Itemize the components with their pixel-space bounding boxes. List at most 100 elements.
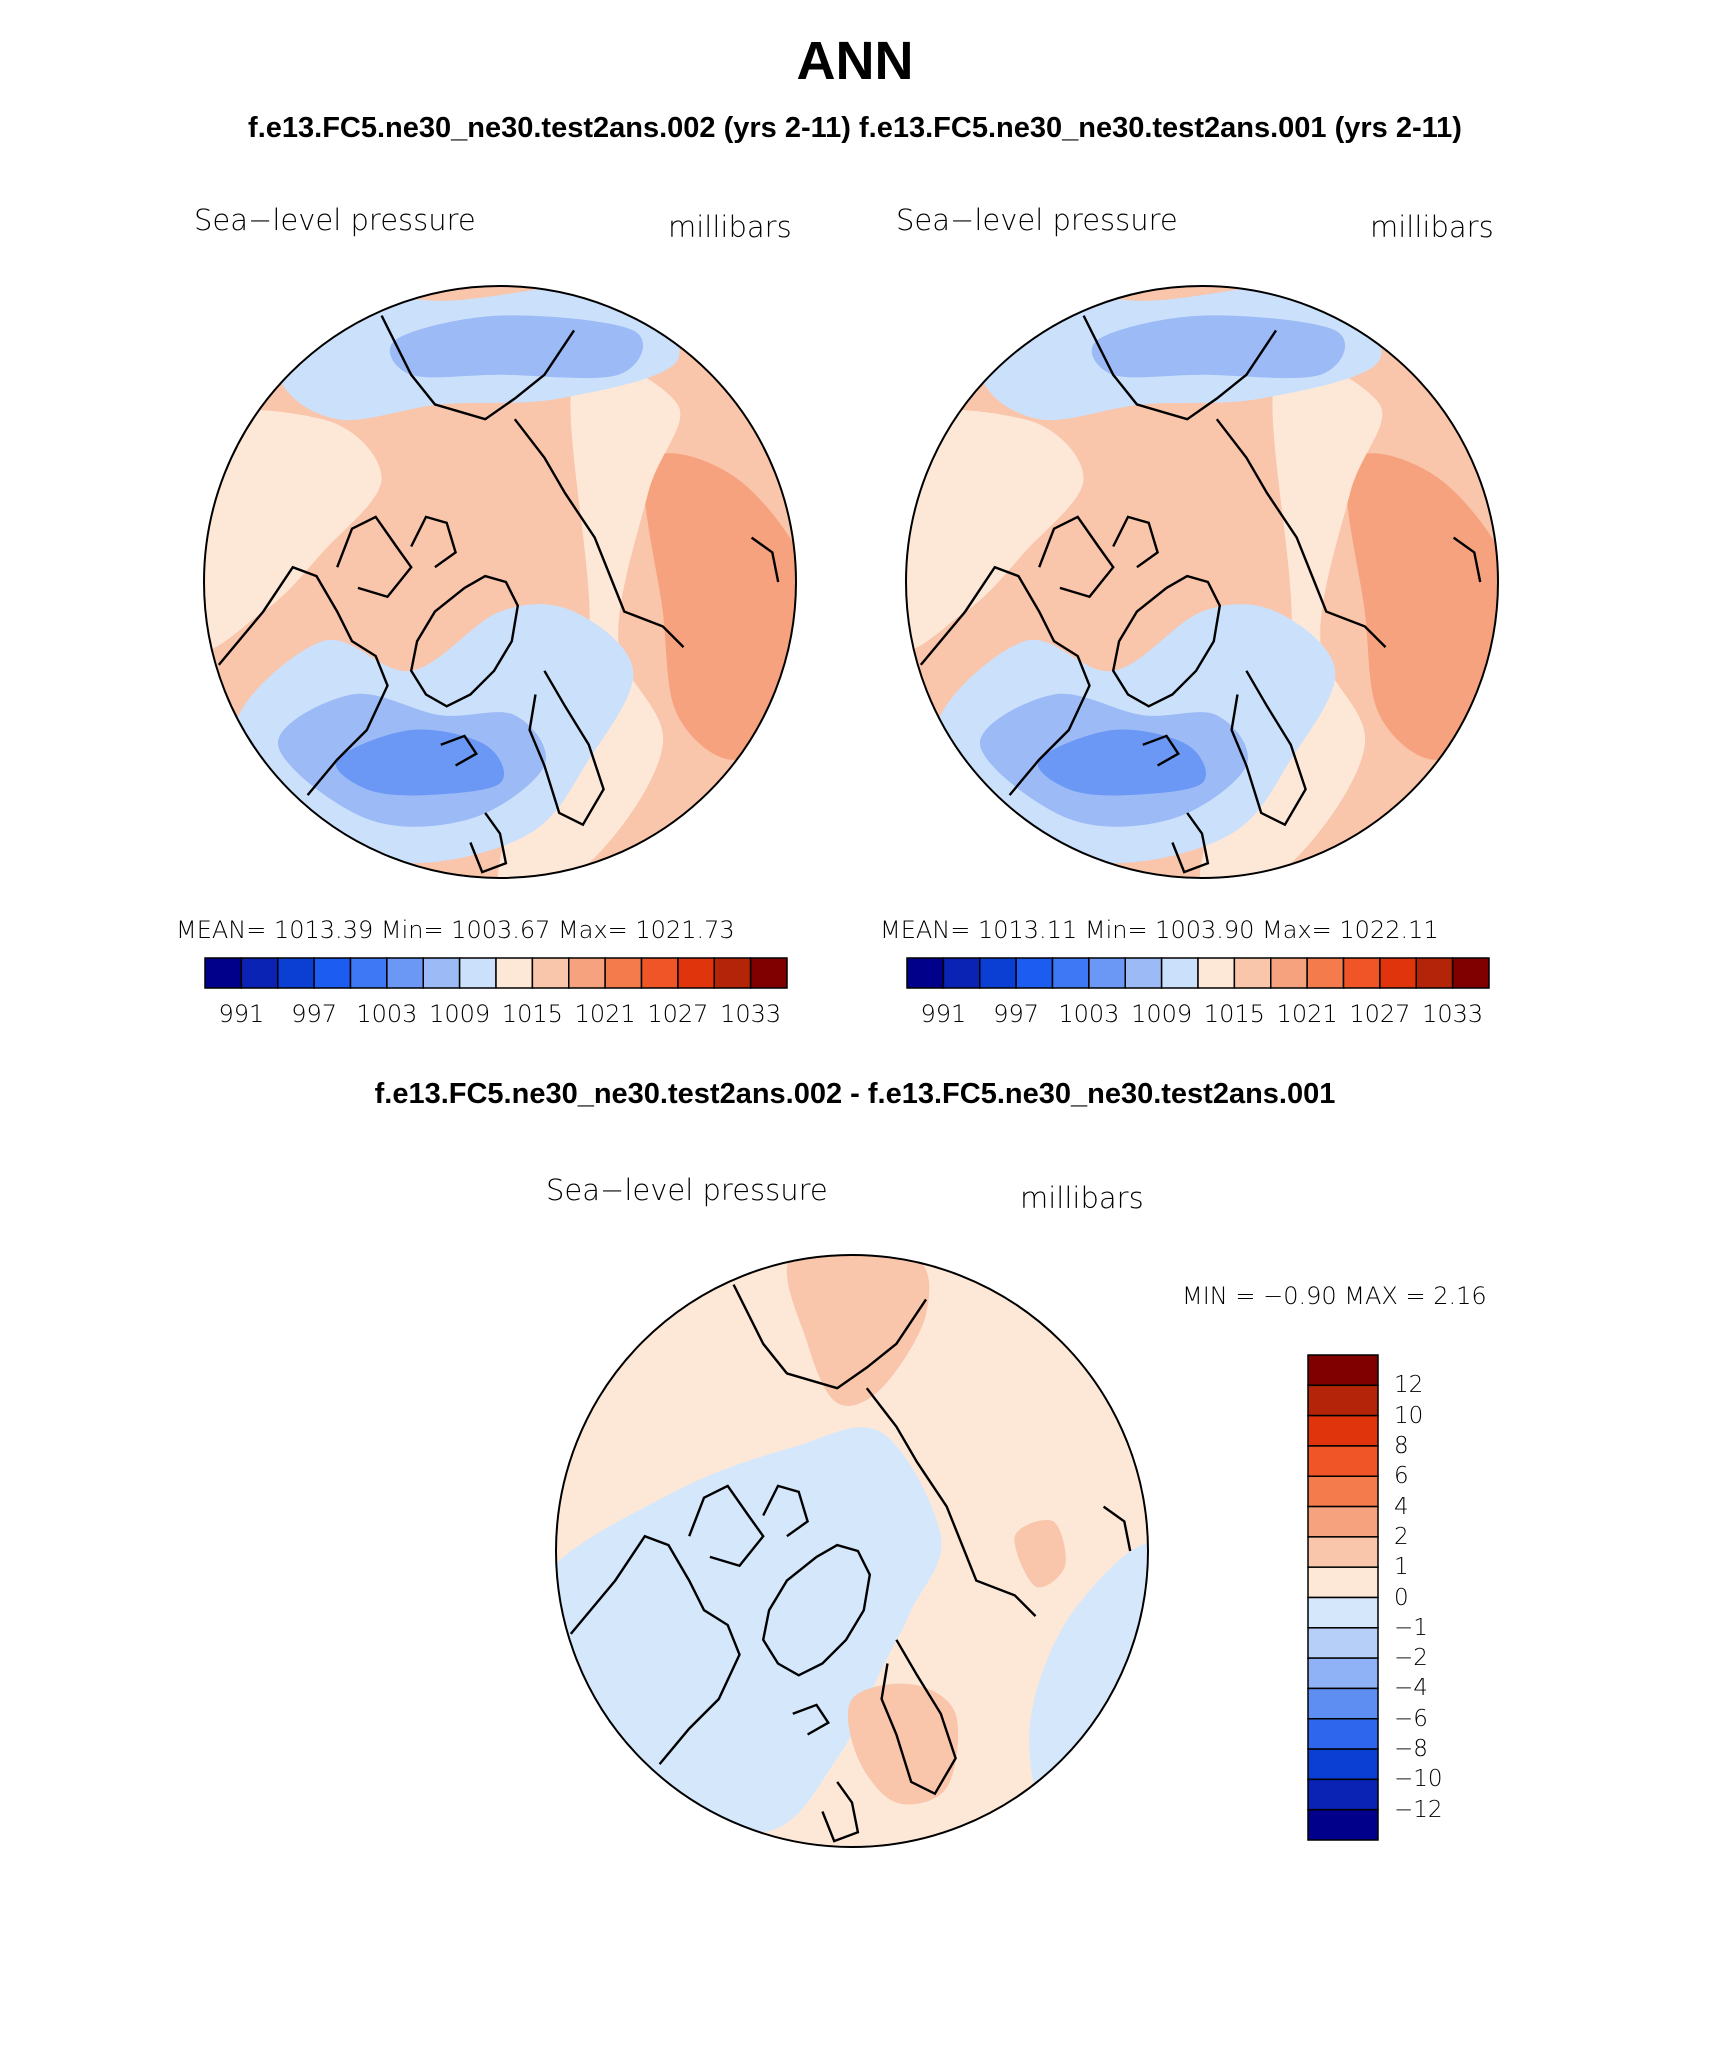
cb1-swatch-4 xyxy=(349,957,388,989)
cb3-tick-label: 2 xyxy=(1394,1523,1409,1550)
cb3-tick-label: 0 xyxy=(1394,1584,1409,1611)
difference-stats: MIN = −0.90 MAX = 2.16 xyxy=(1182,1282,1487,1310)
cb2-swatch-10 xyxy=(1270,957,1308,989)
coastline-6 xyxy=(528,670,605,827)
cb2-swatch-13 xyxy=(1379,957,1417,989)
coastline-8 xyxy=(1142,734,1181,767)
region-pos-siberia xyxy=(1014,1520,1066,1588)
map-fill-group xyxy=(556,1255,1148,1847)
cb3-swatch-1 xyxy=(1307,1384,1379,1417)
region-neg-east xyxy=(1029,1543,1148,1837)
region-mid-low-atlantic xyxy=(979,693,1249,827)
coastline-4 xyxy=(732,1284,927,1390)
cb3-tick-label: −12 xyxy=(1394,1796,1443,1823)
cb1-swatch-3 xyxy=(313,957,352,989)
cb1-tick-label: 1033 xyxy=(720,1000,782,1028)
cb1-swatch-5 xyxy=(386,957,424,989)
cb3-tick-label: −4 xyxy=(1394,1675,1428,1702)
cb2-swatch-14 xyxy=(1415,957,1454,989)
map-fill-group xyxy=(906,286,1498,878)
cb2-swatch-7 xyxy=(1160,957,1199,989)
cb2-swatch-9 xyxy=(1233,957,1272,989)
region-light-high-east xyxy=(497,360,681,878)
coastline-1 xyxy=(217,565,389,796)
coastline-7 xyxy=(469,812,508,874)
cb1-swatch-12 xyxy=(640,957,679,989)
coastline-3 xyxy=(762,1484,809,1538)
cb1-swatch-11 xyxy=(604,957,643,989)
cb3-tick-label: 12 xyxy=(1394,1372,1424,1399)
cb3-swatch-2 xyxy=(1307,1414,1379,1447)
cb3-tick-label: −6 xyxy=(1394,1705,1428,1732)
coastlines xyxy=(569,1284,1132,1843)
map-border xyxy=(905,285,1499,879)
cb1-swatch-9 xyxy=(531,957,570,989)
coastline-6 xyxy=(880,1639,957,1796)
cb1-swatch-10 xyxy=(568,957,606,989)
panel3-units-label: millibars xyxy=(1020,1181,1144,1215)
coastline-0 xyxy=(761,1543,872,1677)
cb3-swatch-8 xyxy=(1307,1596,1379,1629)
panel3-variable-label: Sea−level pressure xyxy=(546,1173,828,1207)
region-light-high-east xyxy=(1199,360,1383,878)
cb3-swatch-7 xyxy=(1307,1566,1379,1599)
cb3-swatch-3 xyxy=(1307,1445,1379,1477)
cb2-tick-label: 1021 xyxy=(1276,1000,1338,1028)
cb3-tick-label: 1 xyxy=(1394,1554,1409,1581)
region-pos-scandinavia xyxy=(847,1683,959,1805)
cb3-tick-label: 10 xyxy=(1394,1402,1424,1429)
coastline-3 xyxy=(1112,515,1159,569)
region-low-atlantic xyxy=(233,604,634,864)
region-deep-low-atlantic xyxy=(1037,729,1206,796)
coastline-0 xyxy=(409,574,520,708)
coastline-5 xyxy=(865,1387,1037,1617)
region-deep-low-atlantic xyxy=(335,729,504,796)
coastline-8 xyxy=(440,734,479,767)
cb3-swatch-9 xyxy=(1307,1627,1379,1659)
cb3-tick-label: 8 xyxy=(1394,1432,1409,1459)
coastline-5 xyxy=(1215,418,1387,648)
coastline-9 xyxy=(750,536,780,583)
panel2-variable-label: Sea−level pressure xyxy=(896,203,1178,237)
cb2-swatch-12 xyxy=(1342,957,1381,989)
cb2-swatch-4 xyxy=(1051,957,1090,989)
cb1-swatch-8 xyxy=(495,957,534,989)
cb2-tick-label: 1027 xyxy=(1349,1000,1411,1028)
cb1-swatch-2 xyxy=(277,957,315,989)
page-title: ANN xyxy=(796,31,914,91)
cb2-swatch-3 xyxy=(1015,957,1054,989)
cb1-swatch-7 xyxy=(458,957,497,989)
coastline-9 xyxy=(1452,536,1482,583)
case-subtitle: f.e13.FC5.ne30_ne30.test2ans.002 (yrs 2-… xyxy=(248,112,1462,144)
region-light-high-west xyxy=(204,410,382,652)
region-mid-low-atlantic xyxy=(277,693,547,827)
difference-title: f.e13.FC5.ne30_ne30.test2ans.002 - f.e13… xyxy=(374,1078,1336,1110)
region-light-high-west xyxy=(906,410,1084,652)
cb1-tick-label: 997 xyxy=(291,1000,338,1028)
cb3-tick-label: −10 xyxy=(1394,1766,1443,1793)
map-border xyxy=(555,1254,1149,1848)
cb2-tick-label: 991 xyxy=(920,1000,967,1028)
cb3-tick-label: 4 xyxy=(1394,1493,1409,1520)
cb1-tick-label: 1021 xyxy=(574,1000,636,1028)
coastline-4 xyxy=(1082,315,1277,421)
region-low-pacific xyxy=(272,286,680,421)
panel2-units-label: millibars xyxy=(1370,210,1494,244)
coastline-6 xyxy=(1230,670,1307,827)
region-pos-top xyxy=(786,1255,930,1406)
cb2-swatch-15 xyxy=(1451,957,1490,989)
coastline-0 xyxy=(1111,574,1222,708)
cb3-swatch-15 xyxy=(1307,1808,1379,1841)
coastline-7 xyxy=(1171,812,1210,874)
cb3-swatch-0 xyxy=(1307,1354,1379,1387)
cb3-swatch-11 xyxy=(1307,1687,1379,1720)
coastline-8 xyxy=(792,1703,831,1736)
cb2-swatch-1 xyxy=(942,957,981,989)
coastline-3 xyxy=(410,515,457,569)
cb3-swatch-12 xyxy=(1307,1718,1379,1750)
